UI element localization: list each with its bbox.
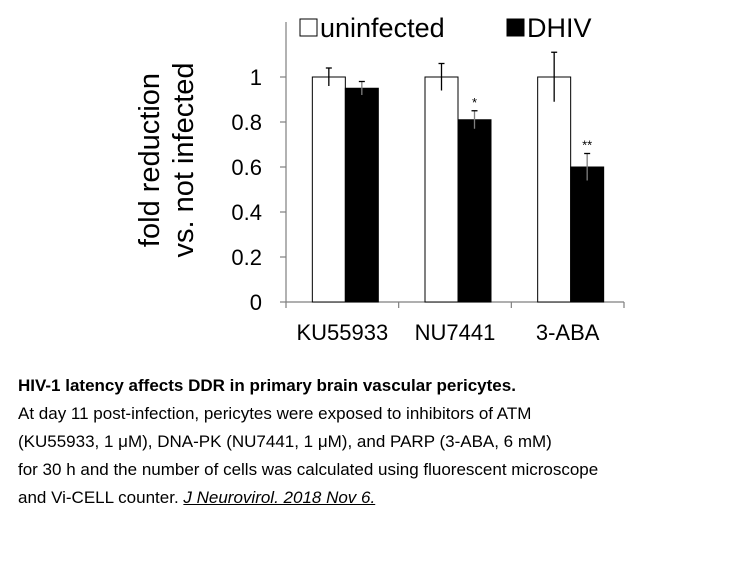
significance-annotation: * — [472, 95, 477, 110]
caption-line-2: (KU55933, 1 μM), DNA-PK (NU7441, 1 μM), … — [18, 432, 552, 451]
significance-annotation: ** — [582, 138, 592, 153]
figure-caption: HIV-1 latency affects DDR in primary bra… — [18, 372, 753, 512]
y-tick-label: 0.6 — [231, 155, 262, 180]
bar-dhiv-3-aba — [570, 166, 605, 303]
caption-line-1: At day 11 post-infection, pericytes were… — [18, 404, 532, 423]
y-tick-label: 0 — [250, 290, 262, 315]
citation-link[interactable]: J Neurovirol. 2018 Nov 6. — [183, 488, 376, 507]
x-tick-label: KU55933 — [296, 320, 388, 345]
x-tick-label: NU7441 — [415, 320, 496, 345]
legend-label-dhiv: DHIV — [527, 13, 592, 43]
legend-label-uninfected: uninfected — [320, 13, 445, 43]
y-axis-label-line-2: vs. not infected — [168, 62, 200, 257]
y-tick-label: 0.2 — [231, 245, 262, 270]
caption-line-4-text: and Vi-CELL counter. — [18, 488, 184, 507]
y-tick-label: 0.4 — [231, 200, 262, 225]
bar-dhiv-ku55933 — [344, 87, 379, 303]
legend-swatch-dhiv — [506, 18, 525, 37]
y-tick-label: 0.8 — [231, 110, 262, 135]
bar-uninfected-nu7441 — [424, 76, 459, 303]
legend-swatch-uninfected — [299, 18, 318, 37]
caption-line-4: and Vi-CELL counter. J Neurovirol. 2018 … — [18, 484, 753, 512]
caption-title: HIV-1 latency affects DDR in primary bra… — [18, 376, 516, 395]
y-axis-label-line-1: fold reduction — [134, 73, 166, 247]
bar-chart: 0 0.2 0.4 0.6 0.8 1 KU55933 * NU7441 ** 3-ABA fold … — [134, 13, 625, 345]
y-tick-label: 1 — [250, 65, 262, 90]
bar-uninfected-3-aba — [537, 76, 572, 303]
bar-dhiv-nu7441 — [457, 119, 492, 303]
x-tick-label: 3-ABA — [536, 320, 600, 345]
bar-uninfected-ku55933 — [311, 76, 346, 303]
caption-line-3: for 30 h and the number of cells was cal… — [18, 460, 599, 479]
